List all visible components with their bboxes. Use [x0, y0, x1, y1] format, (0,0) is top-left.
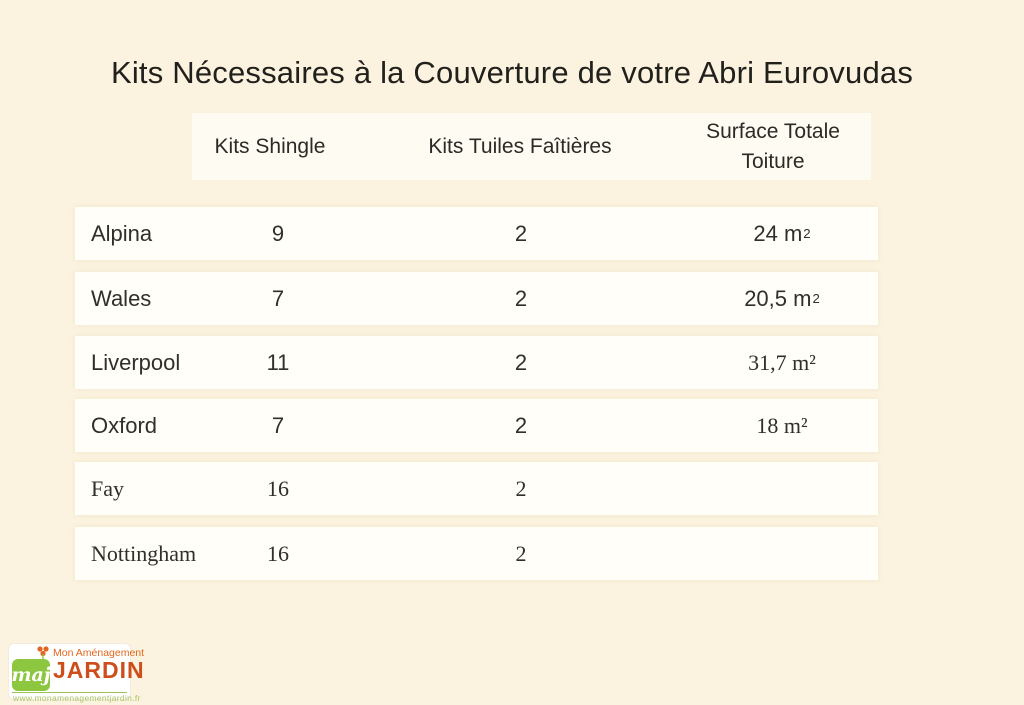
page-title: Kits Nécessaires à la Couverture de votr…	[110, 55, 914, 90]
table-row: Liverpool 11 2 31,7 m²	[75, 336, 878, 389]
brand-name-main: JARDIN	[53, 657, 145, 683]
surface-value: 18 m²	[756, 412, 808, 438]
row-kits-shingle-cell: 16	[267, 540, 289, 566]
row-kits-shingle-cell: 11	[266, 349, 290, 375]
brand-logo: maj Mon Aménagement JARDIN www.monamenag…	[8, 643, 144, 703]
logo-divider	[12, 692, 127, 693]
row-name-cell: Wales	[91, 285, 152, 311]
row-surface-cell: 31,7 m²	[748, 336, 816, 389]
row-name-cell: Alpina	[91, 220, 153, 246]
row-kits-tuiles-cell: 2	[514, 220, 528, 246]
row-kits-shingle-cell: 9	[271, 220, 285, 246]
table-row: Nottingham 16 2	[75, 527, 878, 580]
row-kits-tuiles-cell: 2	[515, 475, 527, 501]
table-header: Kits Shingle Kits Tuiles Faîtières Surfa…	[192, 113, 871, 180]
row-name-cell: Nottingham	[91, 540, 197, 566]
row-surface-cell: 18 m²	[756, 399, 807, 452]
clover-icon	[37, 646, 49, 659]
row-kits-tuiles-cell: 2	[514, 412, 528, 438]
header-col-kits-tuiles: Kits Tuiles Faîtières	[428, 134, 612, 158]
row-kits-shingle-cell: 7	[271, 412, 285, 438]
logo-mark: maj	[11, 659, 51, 691]
surface-value: 24 m	[753, 220, 803, 246]
table-row: Oxford 7 2 18 m²	[75, 399, 878, 452]
header-surface-line2: Toiture	[741, 149, 805, 173]
brand-name-top: Mon Aménagement	[53, 647, 145, 659]
table-row: Fay 16 2	[75, 462, 878, 515]
brand-url: www.monamenagementjardin.fr	[13, 693, 141, 703]
row-kits-shingle-cell: 7	[271, 285, 285, 311]
surface-value: 31,7 m²	[748, 349, 816, 375]
header-col-surface-totale: Surface Totale Toiture	[678, 113, 868, 180]
header-surface-line1: Surface Totale	[706, 119, 840, 143]
row-name-cell: Liverpool	[91, 349, 181, 375]
surface-value: 20,5 m	[744, 285, 812, 311]
row-kits-tuiles-cell: 2	[514, 349, 528, 375]
row-kits-tuiles-cell: 2	[514, 285, 528, 311]
header-col-kits-shingle: Kits Shingle	[214, 134, 326, 158]
row-name-cell: Oxford	[91, 412, 158, 438]
row-kits-shingle-cell: 16	[267, 475, 289, 501]
row-name-cell: Fay	[91, 475, 124, 501]
row-kits-tuiles-cell: 2	[515, 540, 527, 566]
